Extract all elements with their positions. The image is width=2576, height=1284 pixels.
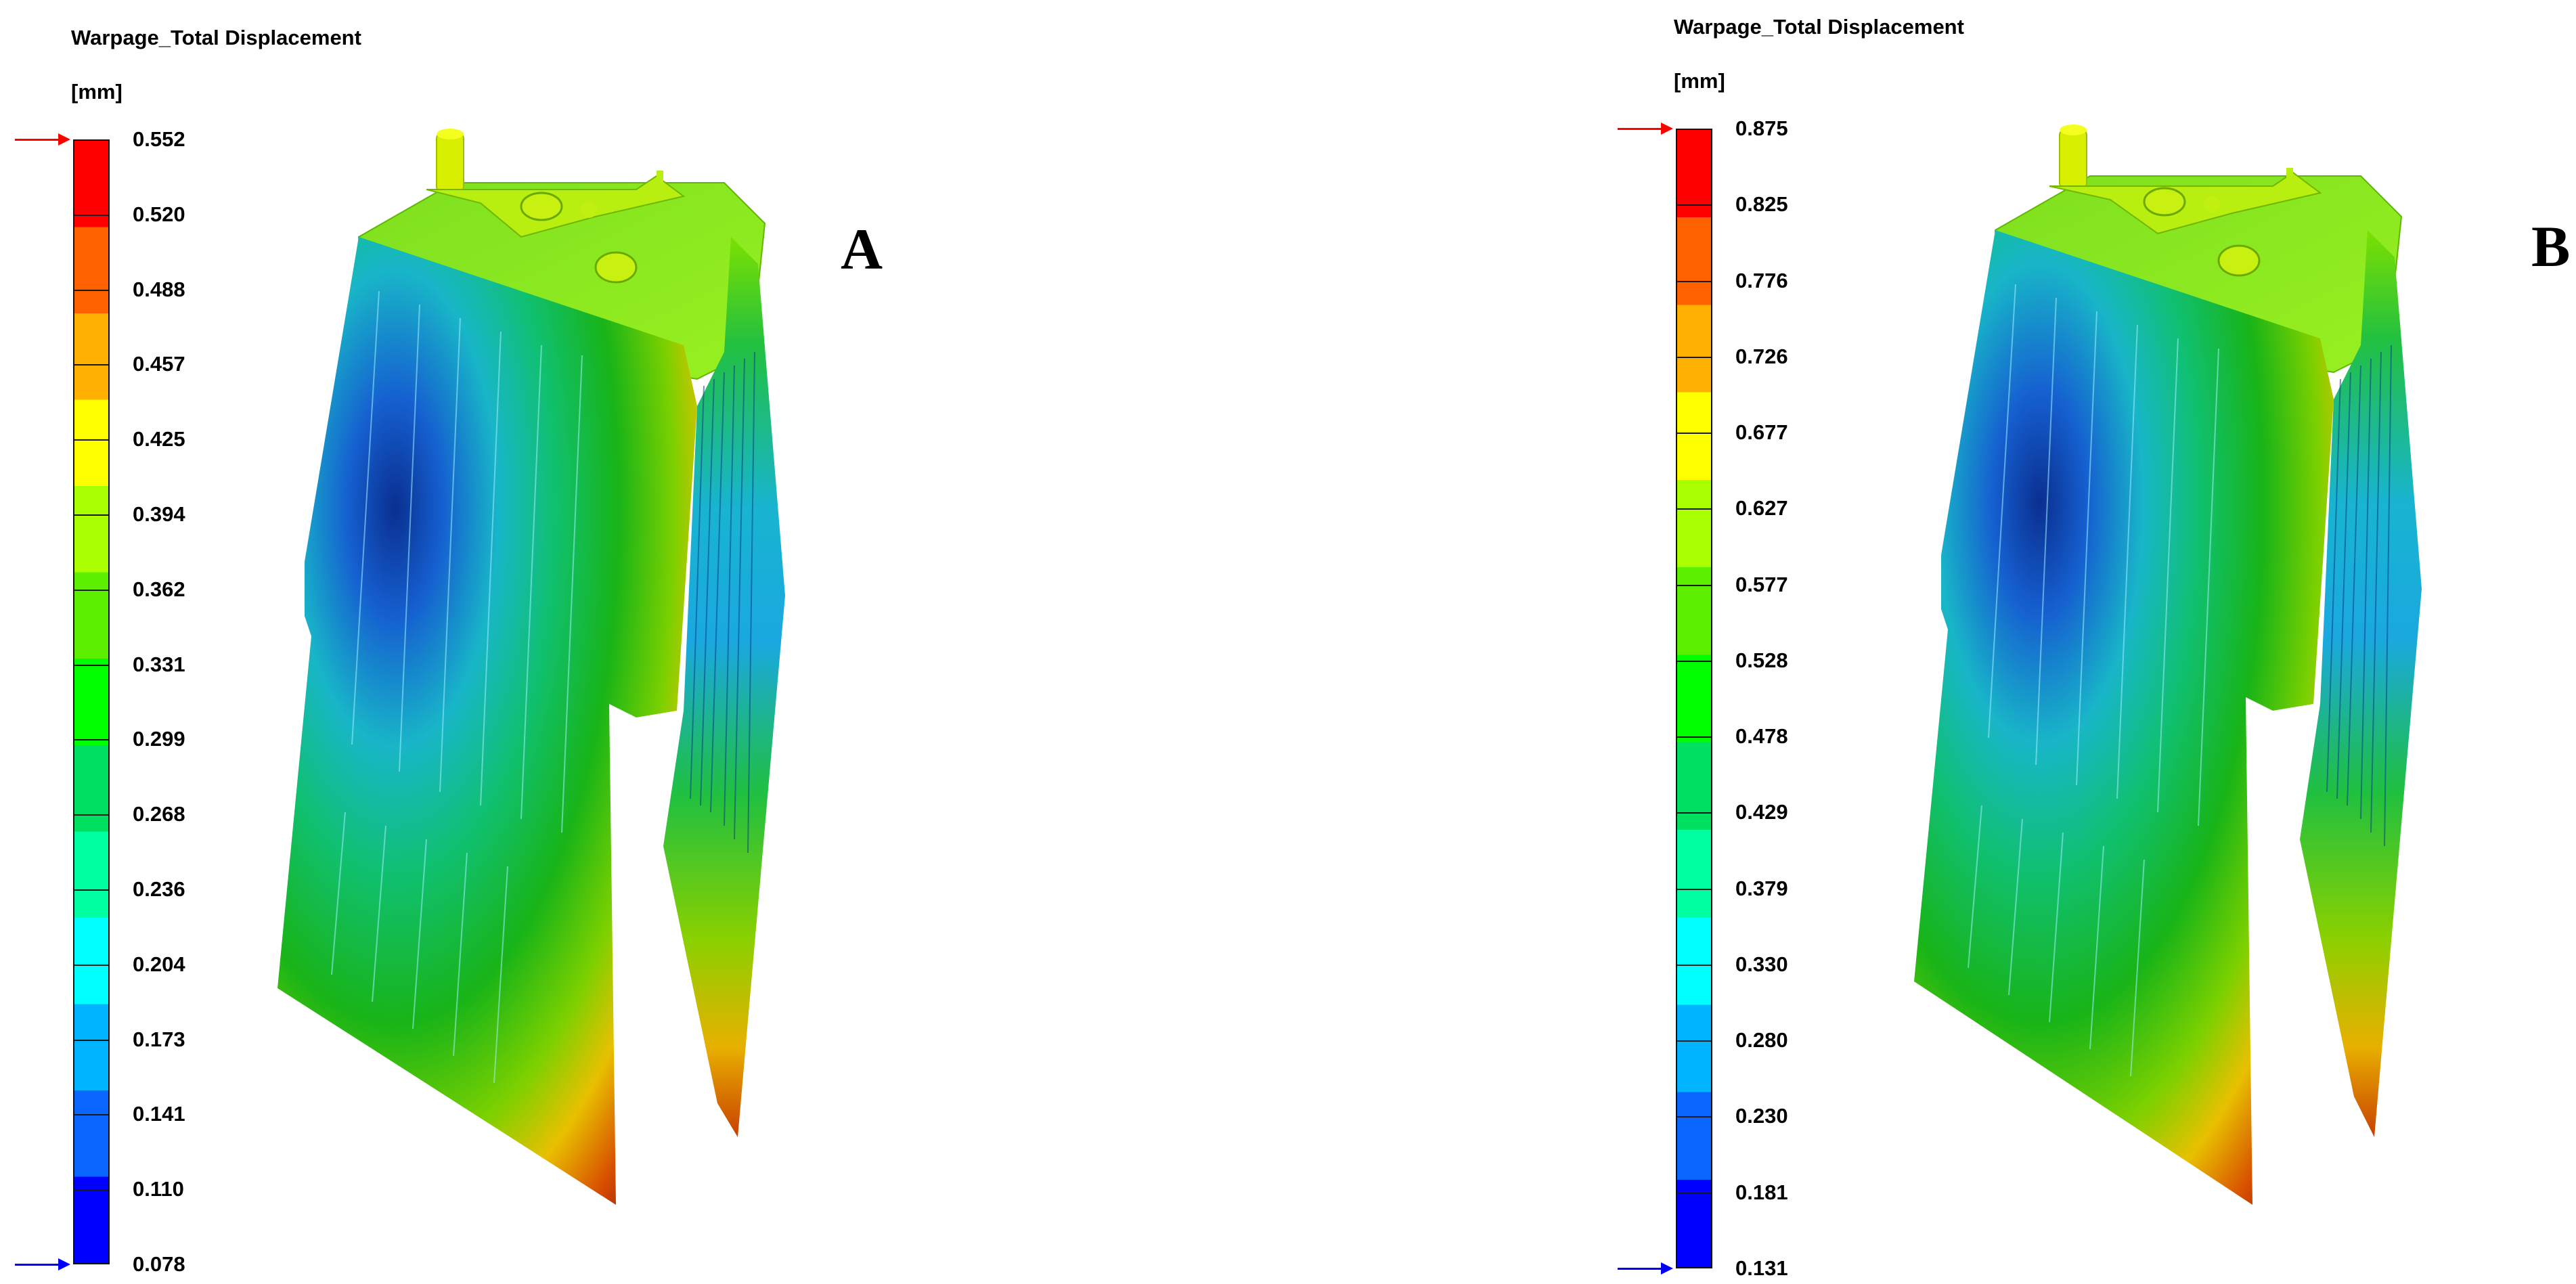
scale-tick-label: 0.173	[133, 1027, 185, 1051]
scale-tick-label: 0.230	[1735, 1104, 1788, 1128]
result-panel-b: Warpage_Total Displacement [mm] 0.875 0.8…	[1603, 0, 2576, 1284]
color-scale-bar	[73, 139, 110, 1264]
result-title: Warpage_Total Displacement	[1674, 15, 1964, 39]
scale-tick-label: 0.429	[1735, 800, 1788, 824]
result-title: Warpage_Total Displacement	[71, 26, 361, 49]
scale-tick-label: 0.457	[133, 352, 185, 376]
scale-tick-line	[1677, 888, 1711, 890]
scale-tick-line	[74, 964, 108, 966]
scale-tick-line	[1677, 356, 1711, 358]
scale-tick-label: 0.078	[133, 1252, 185, 1276]
scale-tick-label: 0.379	[1735, 876, 1788, 900]
scale-tick-label: 0.280	[1735, 1028, 1788, 1053]
scale-tick-label: 0.577	[1735, 572, 1788, 596]
scale-tick-label: 0.520	[133, 202, 185, 226]
scale-tick-label: 0.825	[1735, 192, 1788, 217]
scale-tick-line	[1677, 433, 1711, 435]
scale-tick-line	[1677, 508, 1711, 510]
scale-tick-line	[1677, 1040, 1711, 1042]
scale-tick-label: 0.528	[1735, 648, 1788, 672]
scale-tick-line	[74, 589, 108, 591]
scale-tick-line	[74, 814, 108, 816]
scale-tick-line	[74, 289, 108, 291]
scale-tick-label: 0.488	[133, 277, 185, 301]
scale-tick-line	[74, 664, 108, 666]
unit-label: [mm]	[1674, 69, 1725, 93]
scale-tick-line	[1677, 660, 1711, 662]
scale-tick-line	[1677, 280, 1711, 282]
scale-tick-label: 0.875	[1735, 116, 1788, 140]
scale-tick-label: 0.236	[133, 877, 185, 901]
scale-tick-label: 0.627	[1735, 496, 1788, 521]
scale-tick-label: 0.181	[1735, 1180, 1788, 1204]
scale-tick-label: 0.425	[133, 427, 185, 451]
panel-letter-b: B	[2531, 214, 2571, 279]
scale-tick-label: 0.330	[1735, 952, 1788, 976]
scale-tick-label: 0.394	[133, 502, 185, 526]
scale-tick-line	[74, 889, 108, 891]
scale-tick-label: 0.776	[1735, 268, 1788, 292]
scale-tick-line	[74, 364, 108, 366]
scale-tick-line	[74, 1114, 108, 1116]
scale-tick-line	[1677, 964, 1711, 966]
scale-tick-line	[74, 739, 108, 741]
scale-tick-line	[74, 439, 108, 441]
scale-tick-label: 0.478	[1735, 724, 1788, 749]
color-scale-bar	[1676, 129, 1712, 1268]
scale-tick-line	[1677, 584, 1711, 586]
scale-tick-line	[74, 1189, 108, 1191]
scale-tick-label: 0.204	[133, 952, 185, 976]
scale-tick-line	[1677, 812, 1711, 814]
scale-tick-label: 0.110	[133, 1177, 184, 1201]
scale-tick-label: 0.331	[133, 652, 185, 676]
scale-tick-label: 0.552	[133, 127, 185, 151]
result-panel-a: Warpage_Total Displacement [mm] 0.552 0.5…	[15, 26, 883, 1276]
scale-tick-line	[74, 1039, 108, 1041]
scale-tick-label: 0.299	[133, 727, 185, 751]
scale-tick-line	[1677, 1192, 1711, 1194]
scale-tick-line	[1677, 1116, 1711, 1118]
scale-tick-line	[74, 514, 108, 516]
scale-tick-line	[1677, 204, 1711, 206]
warpage-model-render	[277, 129, 785, 1205]
scale-tick-label: 0.131	[1735, 1256, 1788, 1280]
scale-tick-line	[74, 214, 108, 216]
scale-tick-label: 0.362	[133, 577, 185, 601]
scale-tick-label: 0.141	[133, 1102, 185, 1126]
unit-label: [mm]	[71, 80, 123, 104]
panel-letter-a: A	[841, 217, 883, 282]
scale-tick-label: 0.268	[133, 802, 185, 826]
scale-tick-line	[1677, 736, 1711, 738]
scale-tick-label: 0.677	[1735, 420, 1788, 445]
scale-tick-label: 0.726	[1735, 344, 1788, 368]
warpage-model-render	[1914, 125, 2422, 1205]
